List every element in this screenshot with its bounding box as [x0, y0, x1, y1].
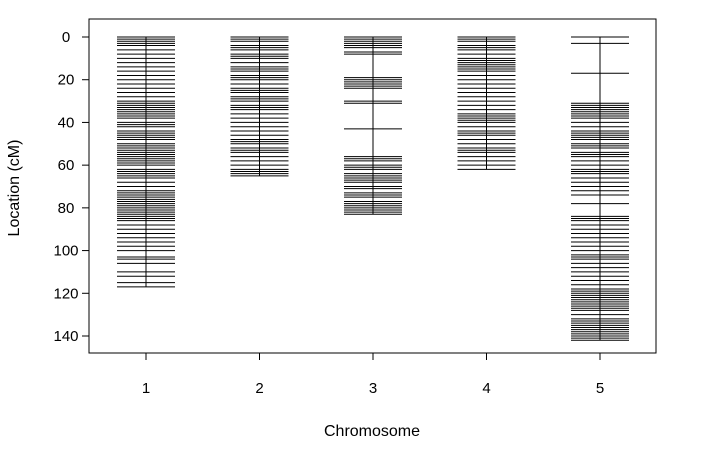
chromosome-2 — [230, 36, 289, 177]
x-axis-title: Chromosome — [324, 423, 420, 440]
y-tick-label: 140 — [53, 328, 78, 345]
x-tick-label: 5 — [596, 380, 604, 397]
chromosome-4 — [457, 36, 516, 170]
chromosome-3 — [344, 36, 402, 215]
chromosome-marks — [117, 36, 629, 341]
x-tick-label: 1 — [142, 380, 150, 397]
x-tick-label: 3 — [369, 380, 377, 397]
y-tick-label: 80 — [58, 200, 75, 217]
chromosome-5 — [571, 36, 629, 341]
x-axis: 1 2 3 4 5 — [142, 353, 604, 397]
y-tick-label: 120 — [53, 285, 78, 302]
y-tick-label: 0 — [62, 29, 70, 46]
y-tick-label: 40 — [58, 114, 75, 131]
x-tick-label: 2 — [255, 380, 263, 397]
chromosome-1 — [117, 36, 175, 288]
y-tick-label: 60 — [58, 157, 75, 174]
y-tick-label: 100 — [53, 243, 78, 260]
y-tick-label: 20 — [58, 72, 75, 89]
y-axis-title: Location (cM) — [6, 140, 23, 237]
x-tick-label: 4 — [482, 380, 490, 397]
y-axis: 0 20 40 60 80 100 120 140 — [53, 19, 90, 353]
